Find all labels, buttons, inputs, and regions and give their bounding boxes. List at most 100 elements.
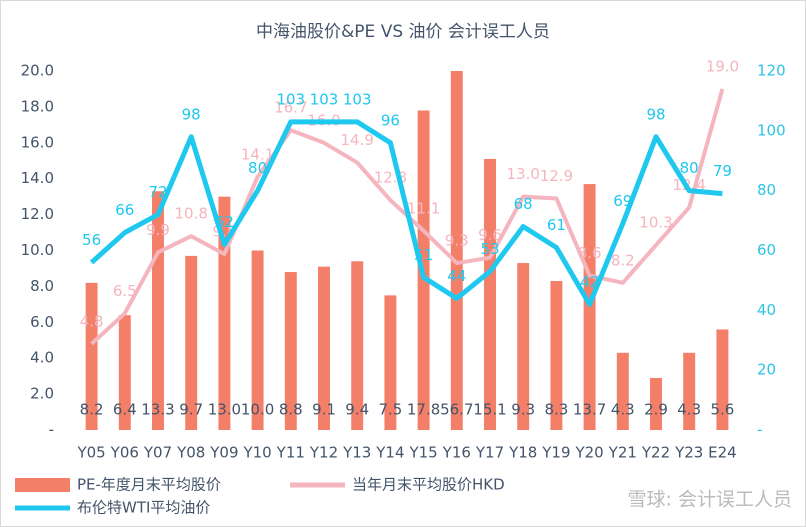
line-label: 98 (182, 105, 201, 123)
bar-label: 13.3 (141, 401, 174, 419)
x-tick-label: Y18 (508, 444, 537, 462)
bar-label: 13.0 (208, 401, 241, 419)
y2-tick-label: 80 (757, 181, 776, 199)
y-tick-label: - (49, 421, 54, 439)
bar (683, 352, 696, 430)
line-label: 16.7 (274, 99, 307, 117)
bar-label: 13.7 (573, 401, 606, 419)
y-tick-label: 18.0 (21, 97, 54, 115)
line-label: 80 (248, 159, 267, 177)
x-tick-label: E24 (708, 444, 737, 462)
line-label: 98 (646, 105, 665, 123)
y2-tick-label: 100 (757, 121, 786, 139)
y-tick-label: 20.0 (21, 62, 54, 80)
bar-label: 8.8 (279, 401, 303, 419)
bar (218, 196, 231, 430)
line-label: 9.3 (445, 232, 469, 250)
bar (152, 191, 164, 430)
bar-label: 4.3 (611, 401, 635, 419)
x-tick-label: Y20 (574, 444, 603, 462)
line-label: 4.8 (80, 312, 104, 330)
line-label: 14.1 (241, 145, 274, 163)
bar (550, 281, 563, 430)
line-label: 44 (447, 267, 466, 285)
line-label: 69 (613, 192, 632, 210)
line-label: 51 (414, 246, 433, 264)
bar (484, 158, 496, 430)
bar (450, 71, 463, 430)
x-tick-label: Y13 (342, 444, 371, 462)
line-label: 53 (480, 240, 499, 258)
legend-label: 当年月末平均股价HKD (352, 476, 505, 494)
y-tick-label: 10.0 (21, 241, 54, 259)
x-tick-label: Y15 (408, 444, 437, 462)
y-tick-label: 14.0 (21, 169, 54, 187)
bar-label: 5.6 (710, 401, 734, 419)
line-label: 13.0 (506, 165, 539, 183)
x-tick-label: Y19 (541, 444, 570, 462)
bar (118, 315, 131, 430)
bar (616, 352, 629, 430)
line-label: 10.8 (174, 205, 207, 223)
x-tick-label: Y12 (309, 444, 338, 462)
x-tick-label: Y23 (674, 444, 703, 462)
y2-tick-label: 60 (757, 241, 776, 259)
y-tick-label: 6.0 (30, 313, 54, 331)
line-label: 12.9 (540, 167, 573, 185)
x-tick-label: Y11 (276, 444, 305, 462)
bar-label: 7.5 (378, 401, 402, 419)
line-label: 14.9 (340, 131, 373, 149)
y2-tick-label: - (757, 421, 762, 439)
bar (716, 329, 729, 430)
bar-label: 6.4 (113, 401, 137, 419)
y-tick-label: 16.0 (21, 133, 54, 151)
line (89, 119, 723, 307)
line-label: 103 (276, 90, 305, 108)
bar-label: 17.8 (407, 401, 440, 419)
x-tick-label: Y07 (143, 444, 172, 462)
legend-label: 布伦特WTI平均油价 (77, 499, 210, 517)
line-label: 68 (514, 195, 533, 213)
x-tick-label: Y16 (442, 444, 471, 462)
y-tick-label: 2.0 (30, 385, 54, 403)
line-label: 72 (148, 183, 167, 201)
x-tick-label: Y05 (76, 444, 105, 462)
x-tick-label: Y22 (641, 444, 670, 462)
bar-label: 4.3 (677, 401, 701, 419)
line-label: 42 (580, 273, 599, 291)
bar (517, 263, 530, 430)
line-label: 8.2 (611, 251, 635, 269)
bar-label: 15.1 (473, 401, 506, 419)
bar-label: 8.3 (544, 401, 568, 419)
bar (650, 377, 662, 430)
bar-label: 56.7 (440, 401, 473, 419)
bar-label: 9.1 (312, 401, 336, 419)
x-tick-label: Y08 (176, 444, 205, 462)
x-tick-label: Y09 (209, 444, 238, 462)
bar-label: 10.0 (241, 401, 274, 419)
bar (185, 255, 198, 430)
x-tick-label: Y17 (475, 444, 504, 462)
line-label: 66 (115, 201, 134, 219)
x-tick-label: Y14 (375, 444, 404, 462)
line-label: 103 (310, 90, 339, 108)
bar-label: 9.7 (179, 401, 203, 419)
x-tick-label: Y21 (608, 444, 637, 462)
bar (85, 282, 98, 430)
line-label: 79 (713, 162, 732, 180)
line-label: 61 (547, 216, 566, 234)
bar (318, 266, 330, 430)
bar-label: 8.2 (80, 401, 104, 419)
bar (251, 250, 264, 430)
x-tick-label: Y10 (242, 444, 271, 462)
legend-label: PE-年度月末平均股价 (77, 476, 221, 494)
bar (351, 261, 364, 430)
line-label: 8.6 (578, 244, 602, 262)
y-tick-label: 4.0 (30, 349, 54, 367)
bar (384, 295, 397, 430)
bar-label: 9.3 (511, 401, 535, 419)
line-label: 9.6 (478, 226, 502, 244)
line-label: 19.0 (706, 57, 739, 75)
line-label: 103 (343, 90, 372, 108)
